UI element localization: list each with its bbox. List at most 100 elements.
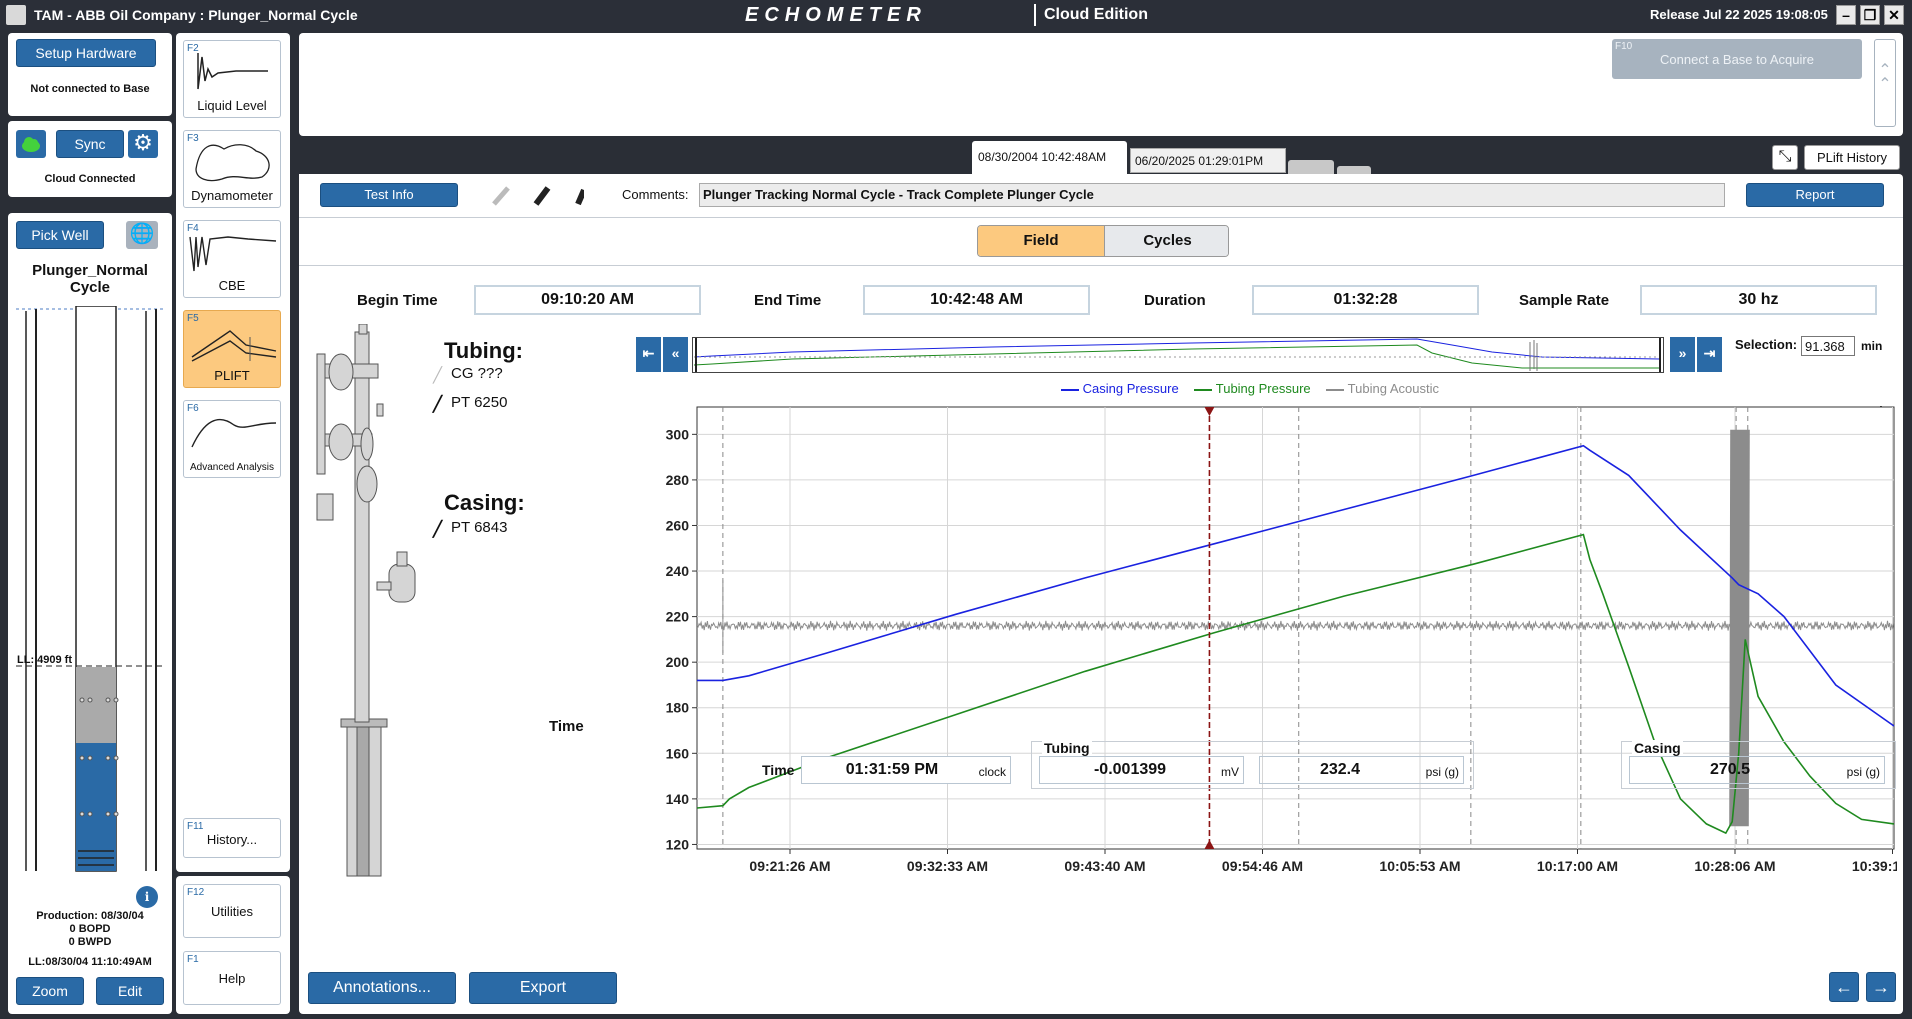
collapse-chevron-icon[interactable]: ⌃ ⌃ (1874, 39, 1896, 127)
production-date: Production: 08/30/04 (36, 910, 144, 922)
zoom-button[interactable]: Zoom (16, 977, 84, 1005)
sample-rate-label: Sample Rate (1519, 292, 1610, 309)
tubing-psi-unit: psi (g) (1425, 765, 1459, 779)
liquid-level-label: LL: 4909 ft (17, 654, 73, 666)
pt-sensor-small-icon-2[interactable]: ╱ (433, 521, 443, 538)
casing-readout-group: Casing 270.5 psi (g) (1621, 740, 1896, 789)
x-tick-label: 09:43:40 AM (1064, 858, 1145, 874)
settings-gear-icon[interactable]: ⚙ (128, 130, 158, 158)
next-arrow-icon[interactable]: → (1866, 972, 1896, 1002)
x-tick-label: 10:39:13 AM (1852, 858, 1897, 874)
end-time-field[interactable]: 10:42:48 AM (863, 285, 1090, 315)
tab-blank-1[interactable] (1288, 160, 1334, 174)
comments-input[interactable]: Plunger Tracking Normal Cycle - Track Co… (699, 183, 1725, 207)
fkey-advanced-analysis[interactable]: F6 Advanced Analysis (183, 400, 281, 478)
duration-field[interactable]: 01:32:28 (1252, 285, 1479, 315)
legend-tubing[interactable]: Tubing Pressure (1215, 381, 1311, 396)
y-tick-label: 280 (666, 472, 690, 488)
plift-history-button[interactable]: PLift History (1804, 145, 1900, 170)
x-axis-title: Time (549, 718, 584, 735)
pt-sensor-icon-2[interactable] (575, 188, 584, 206)
fkey-help[interactable]: F1 Help (183, 951, 281, 1005)
selection-input[interactable]: 91.368 (1801, 336, 1855, 356)
cloud-panel: Sync ⚙ Cloud Connected (8, 121, 172, 197)
x-tick-label: 10:17:00 AM (1537, 858, 1618, 874)
nav-last-icon[interactable]: ⇥ (1697, 337, 1722, 372)
report-button[interactable]: Report (1746, 183, 1884, 207)
close-icon[interactable]: ✕ (1884, 5, 1904, 25)
series-tubing-acoustic[interactable] (696, 620, 1895, 632)
cg-sensor-icon[interactable] (492, 186, 510, 206)
begin-time-field[interactable]: 09:10:20 AM (474, 285, 701, 315)
time-readout-unit: clock (978, 765, 1006, 779)
connect-base-button[interactable]: F10 Connect a Base to Acquire (1612, 39, 1862, 79)
advanced-analysis-thumb-icon (191, 418, 277, 448)
legend-swatch-tubing (1194, 388, 1213, 391)
cg-sensor-small-icon[interactable]: ╱ (433, 367, 443, 384)
nav-next-icon[interactable]: » (1670, 337, 1695, 372)
legend-acoustic[interactable]: Tubing Acoustic (1347, 381, 1439, 396)
cloud-button[interactable] (16, 130, 46, 158)
cursor-top-handle[interactable] (1204, 407, 1215, 416)
fkey-label: Utilities (211, 904, 253, 919)
pt-sensor-icon-1[interactable] (533, 186, 551, 206)
nav-prev-icon[interactable]: « (663, 337, 688, 372)
tubing-mv-value: -0.001399 (1093, 761, 1167, 778)
comments-label: Comments: (622, 187, 689, 202)
series-casing-pressure[interactable] (697, 444, 1895, 727)
fkey-liquid-level[interactable]: F2 Liquid Level (183, 40, 281, 118)
info-icon[interactable]: i (136, 886, 158, 908)
fkey-utilities[interactable]: F12 Utilities (183, 884, 281, 938)
well-name-line2: Cycle (69, 279, 111, 296)
casing-psi-box: 270.5 psi (g) (1629, 756, 1885, 784)
fkey-plift[interactable]: F5 PLIFT (183, 310, 281, 388)
acoustic-burst[interactable] (1729, 429, 1750, 827)
sample-rate-field[interactable]: 30 hz (1640, 285, 1877, 315)
tab-blank-2[interactable] (1337, 166, 1371, 174)
base-status: Not connected to Base (30, 83, 150, 95)
sensor-icons (492, 186, 584, 206)
fkey-label: History... (206, 832, 258, 847)
prev-arrow-icon[interactable]: ← (1829, 972, 1859, 1002)
export-button[interactable]: Export (469, 972, 617, 1004)
expand-icon[interactable]: ⤡ (1772, 145, 1798, 170)
brand-divider (1034, 4, 1036, 26)
fkey-history[interactable]: F11 History... (183, 818, 281, 858)
connect-fkey: F10 (1615, 41, 1633, 52)
cloud-icon (22, 137, 40, 152)
pt-sensor-small-icon-1[interactable]: ╱ (433, 396, 443, 413)
field-tab[interactable]: Field (978, 226, 1104, 256)
tubing-sensor-1: CG ??? (451, 365, 503, 382)
minimize-icon[interactable]: – (1836, 5, 1856, 25)
well-name-line1: Plunger_Normal (32, 262, 148, 279)
tab-test-2[interactable]: 06/20/2025 01:29:01PM (1130, 148, 1286, 173)
annotations-button[interactable]: Annotations... (308, 972, 456, 1004)
test-info-button[interactable]: Test Info (320, 183, 458, 207)
sync-button[interactable]: Sync (56, 130, 124, 158)
fkey-label: Liquid Level (197, 98, 267, 113)
window-title: TAM - ABB Oil Company : Plunger_Normal C… (34, 7, 358, 23)
restore-icon[interactable]: ❐ (1860, 5, 1880, 25)
tubing-sensor-2: PT 6250 (451, 394, 508, 411)
edit-button[interactable]: Edit (96, 977, 164, 1005)
setup-hardware-button[interactable]: Setup Hardware (16, 39, 156, 67)
nav-first-icon[interactable]: ⇤ (636, 337, 661, 372)
globe-icon[interactable]: 🌐 (126, 221, 158, 249)
cursor-bottom-handle[interactable] (1204, 840, 1215, 849)
cycles-tab[interactable]: Cycles (1104, 226, 1228, 256)
time-readout-value: 01:31:59 PM (845, 761, 939, 778)
legend-swatch-acoustic (1326, 388, 1345, 391)
fkey-dynamometer[interactable]: F3 Dynamometer (183, 130, 281, 208)
pick-well-button[interactable]: Pick Well (16, 221, 104, 249)
fkey-cbe[interactable]: F4 CBE (183, 220, 281, 298)
tab-test-1[interactable]: 08/30/2004 10:42:48AM (972, 141, 1127, 174)
overview-navigator[interactable] (692, 337, 1664, 373)
fkey-label: Help (218, 971, 246, 986)
legend-casing[interactable]: Casing Pressure (1082, 381, 1179, 396)
tubing-mv-unit: mV (1221, 765, 1239, 779)
time-readout-label: Time (762, 762, 795, 778)
plift-thumb-icon (191, 330, 277, 362)
series-tubing-pressure[interactable] (696, 533, 1895, 835)
pressure-chart[interactable]: 120 140 160 180 200 220 240 260 280 300 09:21:26 A… (639, 402, 1897, 892)
tubing-psi-box: 232.4 psi (g) (1259, 756, 1464, 784)
